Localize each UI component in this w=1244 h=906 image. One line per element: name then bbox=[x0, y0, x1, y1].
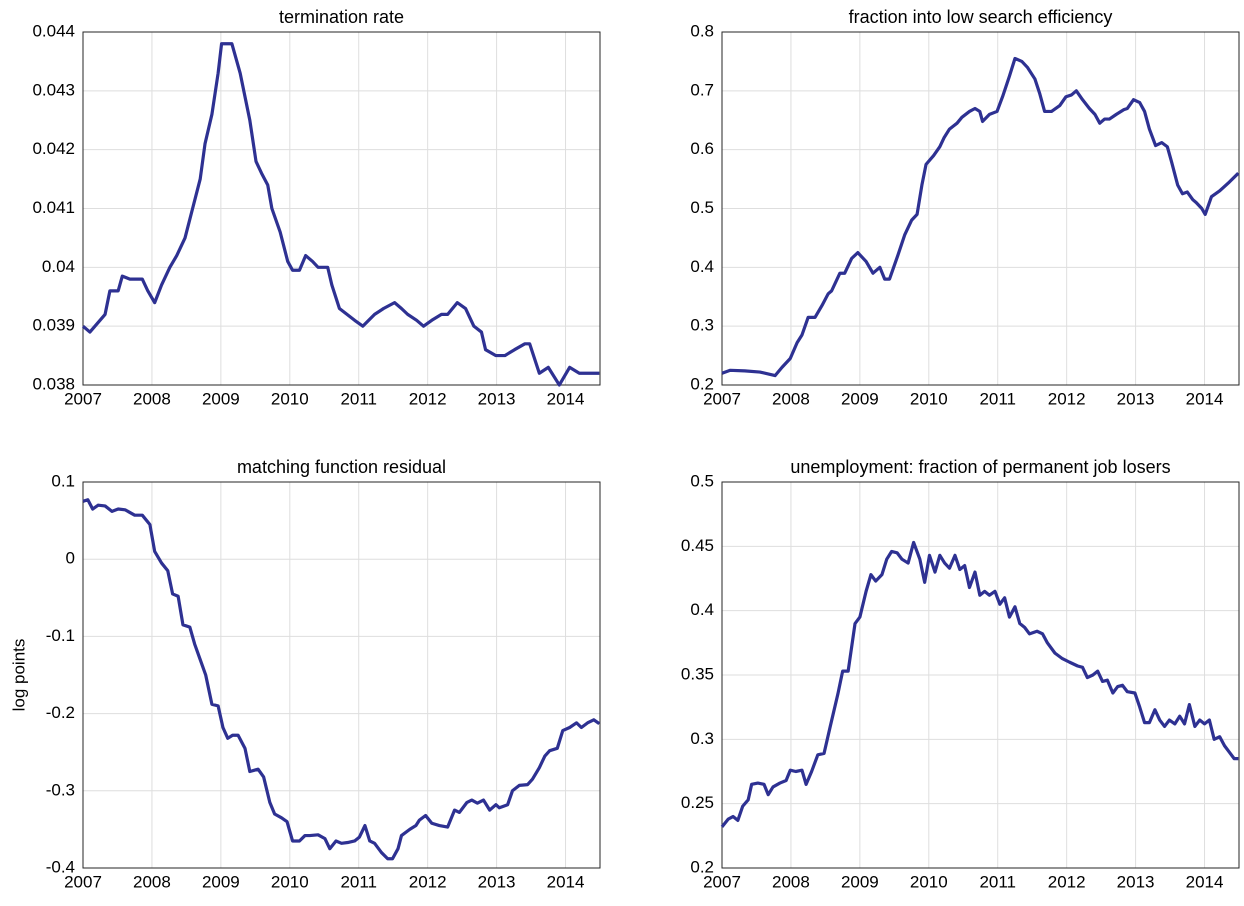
x-tick-label: 2007 bbox=[703, 389, 741, 408]
x-tick-label: 2012 bbox=[409, 389, 447, 408]
y-tick-label: 0.6 bbox=[690, 139, 714, 158]
axes-box bbox=[82, 481, 601, 869]
x-tick-label: 2008 bbox=[772, 389, 810, 408]
y-axis-label: log points bbox=[9, 639, 28, 712]
x-tick-label: 2007 bbox=[64, 872, 102, 891]
y-tick-label: -0.1 bbox=[46, 626, 75, 645]
y-tick-label: 0.038 bbox=[32, 374, 75, 393]
y-tick-label: 0.45 bbox=[681, 536, 714, 555]
y-tick-label: 0.042 bbox=[32, 139, 75, 158]
x-tick-label: 2010 bbox=[910, 389, 948, 408]
y-tick-label: 0.5 bbox=[690, 471, 714, 490]
chart-title: fraction into low search efficiency bbox=[849, 7, 1113, 27]
x-tick-label: 2010 bbox=[271, 872, 309, 891]
y-tick-label: 0 bbox=[66, 549, 75, 568]
axes-box bbox=[721, 481, 1240, 869]
y-tick-label: 0.4 bbox=[690, 600, 714, 619]
x-tick-label: 2011 bbox=[340, 872, 377, 891]
y-tick-label: 0.043 bbox=[32, 80, 75, 99]
x-tick-label: 2009 bbox=[202, 872, 240, 891]
chart-title: termination rate bbox=[279, 7, 404, 27]
x-tick-label: 2009 bbox=[202, 389, 240, 408]
y-tick-label: -0.2 bbox=[46, 703, 75, 722]
data-line bbox=[82, 498, 601, 861]
x-tick-label: 2013 bbox=[1117, 389, 1155, 408]
y-tick-label: 0.2 bbox=[690, 857, 714, 876]
x-tick-label: 2014 bbox=[1186, 389, 1224, 408]
y-tick-label: 0.8 bbox=[690, 21, 714, 40]
data-line bbox=[720, 540, 1239, 828]
y-tick-label: 0.04 bbox=[42, 257, 75, 276]
x-tick-label: 2013 bbox=[1117, 872, 1155, 891]
x-tick-label: 2014 bbox=[547, 389, 585, 408]
y-tick-label: 0.041 bbox=[32, 198, 75, 217]
axes-box bbox=[721, 31, 1240, 386]
chart-title: matching function residual bbox=[237, 457, 446, 477]
x-tick-label: 2011 bbox=[340, 389, 377, 408]
y-tick-label: -0.3 bbox=[46, 780, 75, 799]
x-tick-label: 2012 bbox=[409, 872, 447, 891]
y-tick-label: 0.3 bbox=[690, 316, 714, 335]
y-tick-label: 0.2 bbox=[690, 374, 714, 393]
x-tick-label: 2010 bbox=[910, 872, 948, 891]
x-tick-label: 2012 bbox=[1048, 872, 1086, 891]
y-tick-label: 0.7 bbox=[690, 80, 714, 99]
x-tick-label: 2011 bbox=[979, 389, 1016, 408]
x-tick-label: 2013 bbox=[478, 389, 516, 408]
x-tick-label: 2011 bbox=[979, 872, 1016, 891]
y-tick-label: 0.25 bbox=[681, 793, 714, 812]
x-tick-label: 2012 bbox=[1048, 389, 1086, 408]
y-tick-label: -0.4 bbox=[46, 857, 75, 876]
plot-area bbox=[83, 482, 600, 868]
x-tick-label: 2013 bbox=[478, 872, 516, 891]
y-tick-label: 0.044 bbox=[32, 21, 75, 40]
y-tick-label: 0.3 bbox=[690, 729, 714, 748]
x-tick-label: 2008 bbox=[133, 389, 171, 408]
y-tick-label: 0.1 bbox=[51, 471, 75, 490]
x-tick-label: 2014 bbox=[1186, 872, 1224, 891]
x-tick-label: 2007 bbox=[64, 389, 102, 408]
x-tick-label: 2008 bbox=[133, 872, 171, 891]
x-tick-label: 2010 bbox=[271, 389, 309, 408]
x-tick-label: 2007 bbox=[703, 872, 741, 891]
y-tick-label: 0.5 bbox=[690, 198, 714, 217]
x-tick-label: 2014 bbox=[547, 872, 585, 891]
chart-title: unemployment: fraction of permanent job … bbox=[790, 457, 1170, 477]
y-tick-label: 0.4 bbox=[690, 257, 714, 276]
y-tick-label: 0.35 bbox=[681, 664, 714, 683]
y-tick-label: 0.039 bbox=[32, 316, 75, 335]
x-tick-label: 2008 bbox=[772, 872, 810, 891]
x-tick-label: 2009 bbox=[841, 389, 879, 408]
x-tick-label: 2009 bbox=[841, 872, 879, 891]
axes-box bbox=[82, 31, 601, 386]
data-line bbox=[81, 42, 600, 387]
data-line bbox=[721, 56, 1240, 378]
